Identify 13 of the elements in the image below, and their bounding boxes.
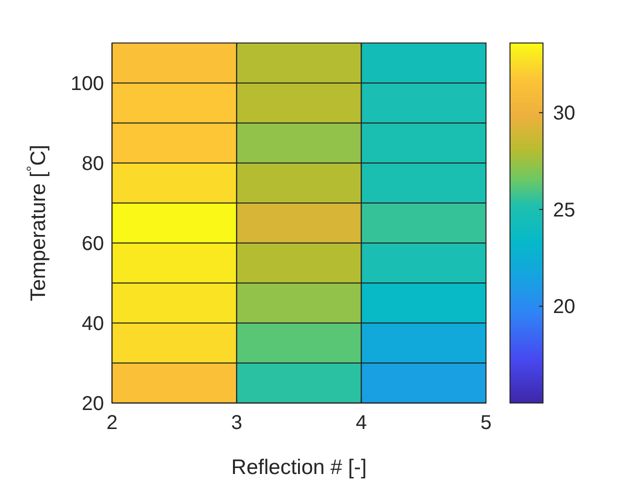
y-tick-label: 60	[82, 233, 104, 255]
y-tick-label: 20	[82, 393, 104, 415]
x-tick-label: 4	[356, 412, 367, 434]
y-tick-label: 100	[70, 73, 104, 95]
y-tick-label: 40	[82, 313, 104, 335]
x-tick-label: 2	[106, 412, 118, 434]
x-tick-label: 3	[231, 412, 242, 434]
color-bar-label: 25	[553, 199, 576, 222]
color-bar-label: 20	[553, 296, 576, 318]
y-tick-label: 80	[82, 153, 104, 175]
x-tick-label: 5	[480, 412, 492, 434]
color-bar-label: 30	[553, 102, 576, 125]
x-axis-title: Reflection # [-]	[231, 456, 367, 479]
